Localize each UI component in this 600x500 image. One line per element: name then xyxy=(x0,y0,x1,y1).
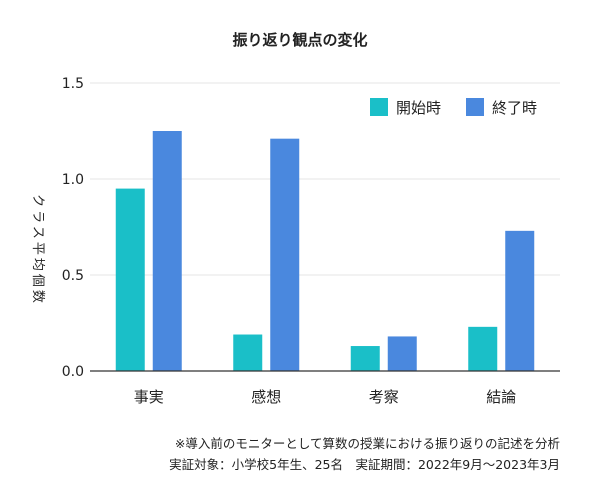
bar-start xyxy=(115,188,145,371)
bar-start xyxy=(350,346,380,371)
bar-end xyxy=(152,131,182,371)
legend-label-end: 終了時 xyxy=(492,99,537,117)
bar-end xyxy=(505,230,535,371)
footnote-method: ※導入前のモニターとして算数の授業における振り返りの記述を分析 xyxy=(174,436,560,451)
legend-label-start: 開始時 xyxy=(396,99,441,117)
legend-swatch-start xyxy=(370,98,388,116)
bar-end xyxy=(270,138,300,371)
y-tick-label: 0.0 xyxy=(62,364,84,380)
legend-swatch-end xyxy=(466,98,484,116)
bar-start xyxy=(468,326,498,371)
chart-title: 振り返り観点の変化 xyxy=(232,31,367,49)
footnote-target-period: 実証対象：小学校5年生、25名 実証期間：2022年9月〜2023年3月 xyxy=(169,457,560,472)
y-tick-label: 1.0 xyxy=(62,172,84,188)
bar-chart: 振り返り観点の変化 0.00.51.01.5 クラス平均個数 事実 感想 考察 結論 … xyxy=(30,31,560,406)
bars xyxy=(115,131,535,371)
x-tick-label: 感想 xyxy=(251,388,281,406)
legend: 開始時 終了時 xyxy=(370,98,537,117)
x-tick-label: 事実 xyxy=(134,388,164,406)
y-tick-label: 0.5 xyxy=(62,268,84,284)
bar-start xyxy=(233,334,263,371)
x-tick-label: 考察 xyxy=(369,388,399,406)
y-axis-label: クラス平均個数 xyxy=(30,194,45,306)
y-axis-ticks: 0.0 0.5 1.0 1.5 xyxy=(62,76,84,380)
bar-end xyxy=(387,336,417,371)
x-axis-ticks: 事実 感想 考察 結論 xyxy=(134,388,517,406)
y-tick-label: 1.5 xyxy=(62,76,84,92)
y-axis-label-text: クラス平均個数 xyxy=(30,194,45,306)
x-tick-label: 結論 xyxy=(486,388,516,406)
